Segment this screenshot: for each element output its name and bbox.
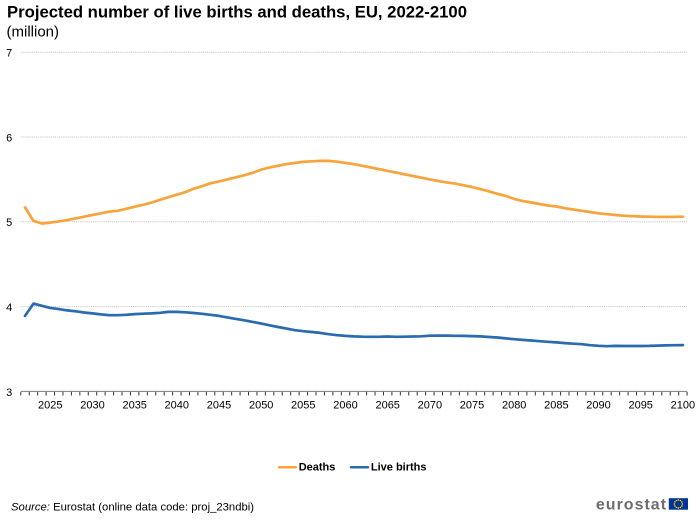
svg-text:2050: 2050 xyxy=(249,399,273,411)
svg-text:2070: 2070 xyxy=(418,399,442,411)
svg-text:7: 7 xyxy=(6,48,12,60)
svg-text:Source: Eurostat (online data: Source: Eurostat (online data code: proj… xyxy=(11,502,254,514)
svg-text:Live births: Live births xyxy=(371,462,427,474)
svg-text:2085: 2085 xyxy=(544,399,568,411)
svg-text:3: 3 xyxy=(6,387,12,399)
svg-text:(million): (million) xyxy=(7,24,60,41)
svg-text:2090: 2090 xyxy=(586,399,610,411)
svg-text:2060: 2060 xyxy=(333,399,357,411)
svg-text:Deaths: Deaths xyxy=(299,462,336,474)
svg-text:eurostat: eurostat xyxy=(596,496,667,513)
svg-text:2075: 2075 xyxy=(460,399,484,411)
svg-text:Projected number of live birth: Projected number of live births and deat… xyxy=(7,3,467,22)
svg-text:2035: 2035 xyxy=(122,399,146,411)
svg-text:4: 4 xyxy=(6,302,12,314)
svg-text:2080: 2080 xyxy=(502,399,526,411)
svg-text:2040: 2040 xyxy=(165,399,189,411)
svg-text:2100: 2100 xyxy=(671,399,695,411)
svg-text:2055: 2055 xyxy=(291,399,315,411)
svg-text:6: 6 xyxy=(6,132,12,144)
svg-text:2045: 2045 xyxy=(207,399,231,411)
svg-text:2095: 2095 xyxy=(628,399,652,411)
svg-text:2030: 2030 xyxy=(80,399,104,411)
svg-text:2065: 2065 xyxy=(375,399,399,411)
svg-text:5: 5 xyxy=(6,217,12,229)
svg-text:2025: 2025 xyxy=(38,399,62,411)
